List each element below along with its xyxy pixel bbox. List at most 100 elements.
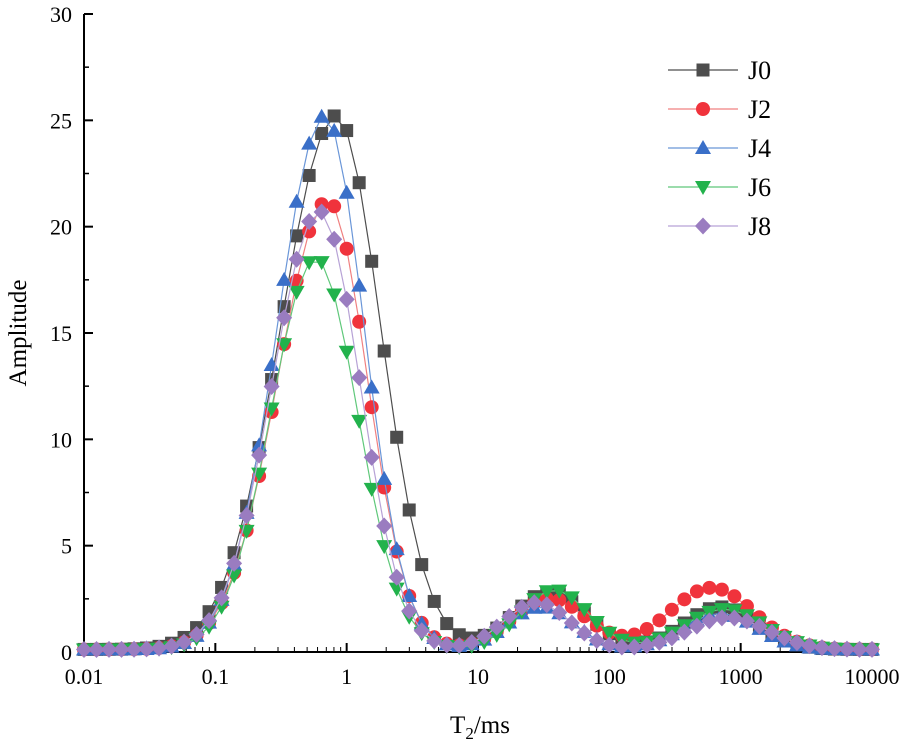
data-point-j0: [302, 168, 316, 182]
data-point-j4: [326, 122, 343, 137]
data-point-j6: [338, 345, 355, 360]
x-tick-label: 0.01: [65, 664, 104, 689]
data-point-j8: [776, 629, 793, 647]
data-point-j4: [363, 379, 380, 394]
data-point-j8: [338, 290, 355, 308]
data-point-j0: [440, 617, 454, 631]
data-point-j0: [377, 344, 391, 358]
data-point-j2: [552, 593, 567, 608]
legend-label: J2: [748, 95, 771, 124]
data-point-j6: [301, 256, 318, 271]
series-j8: [76, 203, 880, 658]
data-point-j8: [488, 618, 505, 636]
data-point-j6: [326, 288, 343, 303]
data-point-j6: [351, 414, 368, 429]
legend-item-j0: J0: [668, 56, 771, 85]
x-tick-label: 100: [593, 664, 626, 689]
data-point-j8: [113, 640, 130, 658]
legend-marker-j6: [695, 181, 711, 195]
data-point-j8: [463, 633, 480, 651]
data-point-j0: [402, 503, 416, 517]
data-point-j8: [613, 638, 630, 656]
data-point-j8: [826, 640, 843, 658]
data-point-j0: [452, 628, 466, 642]
data-point-j8: [851, 640, 868, 658]
legend-label: J8: [748, 212, 771, 241]
data-point-j8: [788, 634, 805, 652]
data-point-j8: [288, 250, 305, 268]
data-point-j8: [363, 448, 380, 466]
data-point-j2: [702, 580, 717, 595]
legend-item-j8: J8: [668, 212, 771, 241]
data-point-j8: [626, 638, 643, 656]
legend-marker-j4: [695, 140, 711, 154]
data-point-j0: [327, 109, 341, 123]
data-point-j2: [364, 400, 379, 415]
data-point-j8: [163, 637, 180, 655]
data-point-j2: [727, 589, 742, 604]
data-point-j8: [238, 507, 255, 525]
y-tick-label: 5: [61, 534, 72, 559]
data-point-j0: [352, 176, 366, 190]
data-point-j8: [751, 617, 768, 635]
data-point-j8: [576, 624, 593, 642]
x-tick-label: 1000: [719, 664, 763, 689]
data-point-j0: [290, 229, 304, 243]
data-point-j6: [576, 603, 593, 618]
data-point-j6: [388, 582, 405, 597]
data-point-j4: [376, 470, 393, 485]
x-tick-label: 0.1: [202, 664, 230, 689]
y-axis-title: Amplitude: [5, 280, 32, 387]
data-point-j8: [638, 636, 655, 654]
data-point-j8: [401, 602, 418, 620]
data-point-j2: [664, 602, 679, 617]
x-axis-title-main: T: [450, 712, 465, 739]
y-tick-label: 15: [50, 321, 72, 346]
data-point-j8: [188, 625, 205, 643]
data-point-j8: [688, 617, 705, 635]
data-point-j8: [676, 623, 693, 641]
data-point-j8: [801, 637, 818, 655]
data-point-j8: [701, 612, 718, 630]
data-point-j8: [526, 594, 543, 612]
data-point-j8: [101, 640, 118, 658]
data-point-j2: [339, 241, 354, 256]
data-point-j2: [652, 613, 667, 628]
data-point-j8: [513, 598, 530, 616]
x-ticks: 0.01 0.1 1 10 100 1000 10000: [65, 643, 900, 689]
data-point-j8: [313, 203, 330, 221]
data-point-j8: [138, 640, 155, 658]
data-point-j8: [763, 623, 780, 641]
data-point-j4: [251, 437, 268, 452]
data-point-j6: [251, 467, 268, 482]
data-point-j6: [588, 615, 605, 630]
data-point-j2: [714, 582, 729, 597]
data-point-j8: [201, 612, 218, 630]
data-point-j6: [601, 626, 618, 641]
y-tick-label: 30: [50, 2, 72, 27]
data-point-j8: [726, 609, 743, 627]
data-point-j0: [315, 127, 329, 141]
data-point-j2: [302, 224, 317, 239]
data-point-j8: [663, 629, 680, 647]
data-point-j0: [365, 254, 379, 268]
data-point-j8: [438, 636, 455, 654]
data-point-j6: [551, 584, 568, 599]
series-line-j2: [84, 203, 873, 651]
data-point-j6: [563, 591, 580, 606]
x-axis-title: T2/ms: [450, 712, 510, 743]
legend-marker-j8: [695, 217, 711, 235]
data-point-j8: [476, 627, 493, 645]
series-line-j8: [84, 211, 873, 651]
data-point-j4: [351, 277, 368, 292]
data-point-j6: [238, 524, 255, 539]
data-point-j0: [340, 124, 354, 138]
x-tick-label: 10000: [845, 664, 900, 689]
legend-item-j6: J6: [668, 173, 771, 202]
data-point-j4: [263, 357, 280, 372]
data-point-j2: [689, 584, 704, 599]
series-j2: [77, 197, 879, 657]
data-point-j8: [213, 589, 230, 607]
legend-item-j4: J4: [668, 134, 771, 163]
